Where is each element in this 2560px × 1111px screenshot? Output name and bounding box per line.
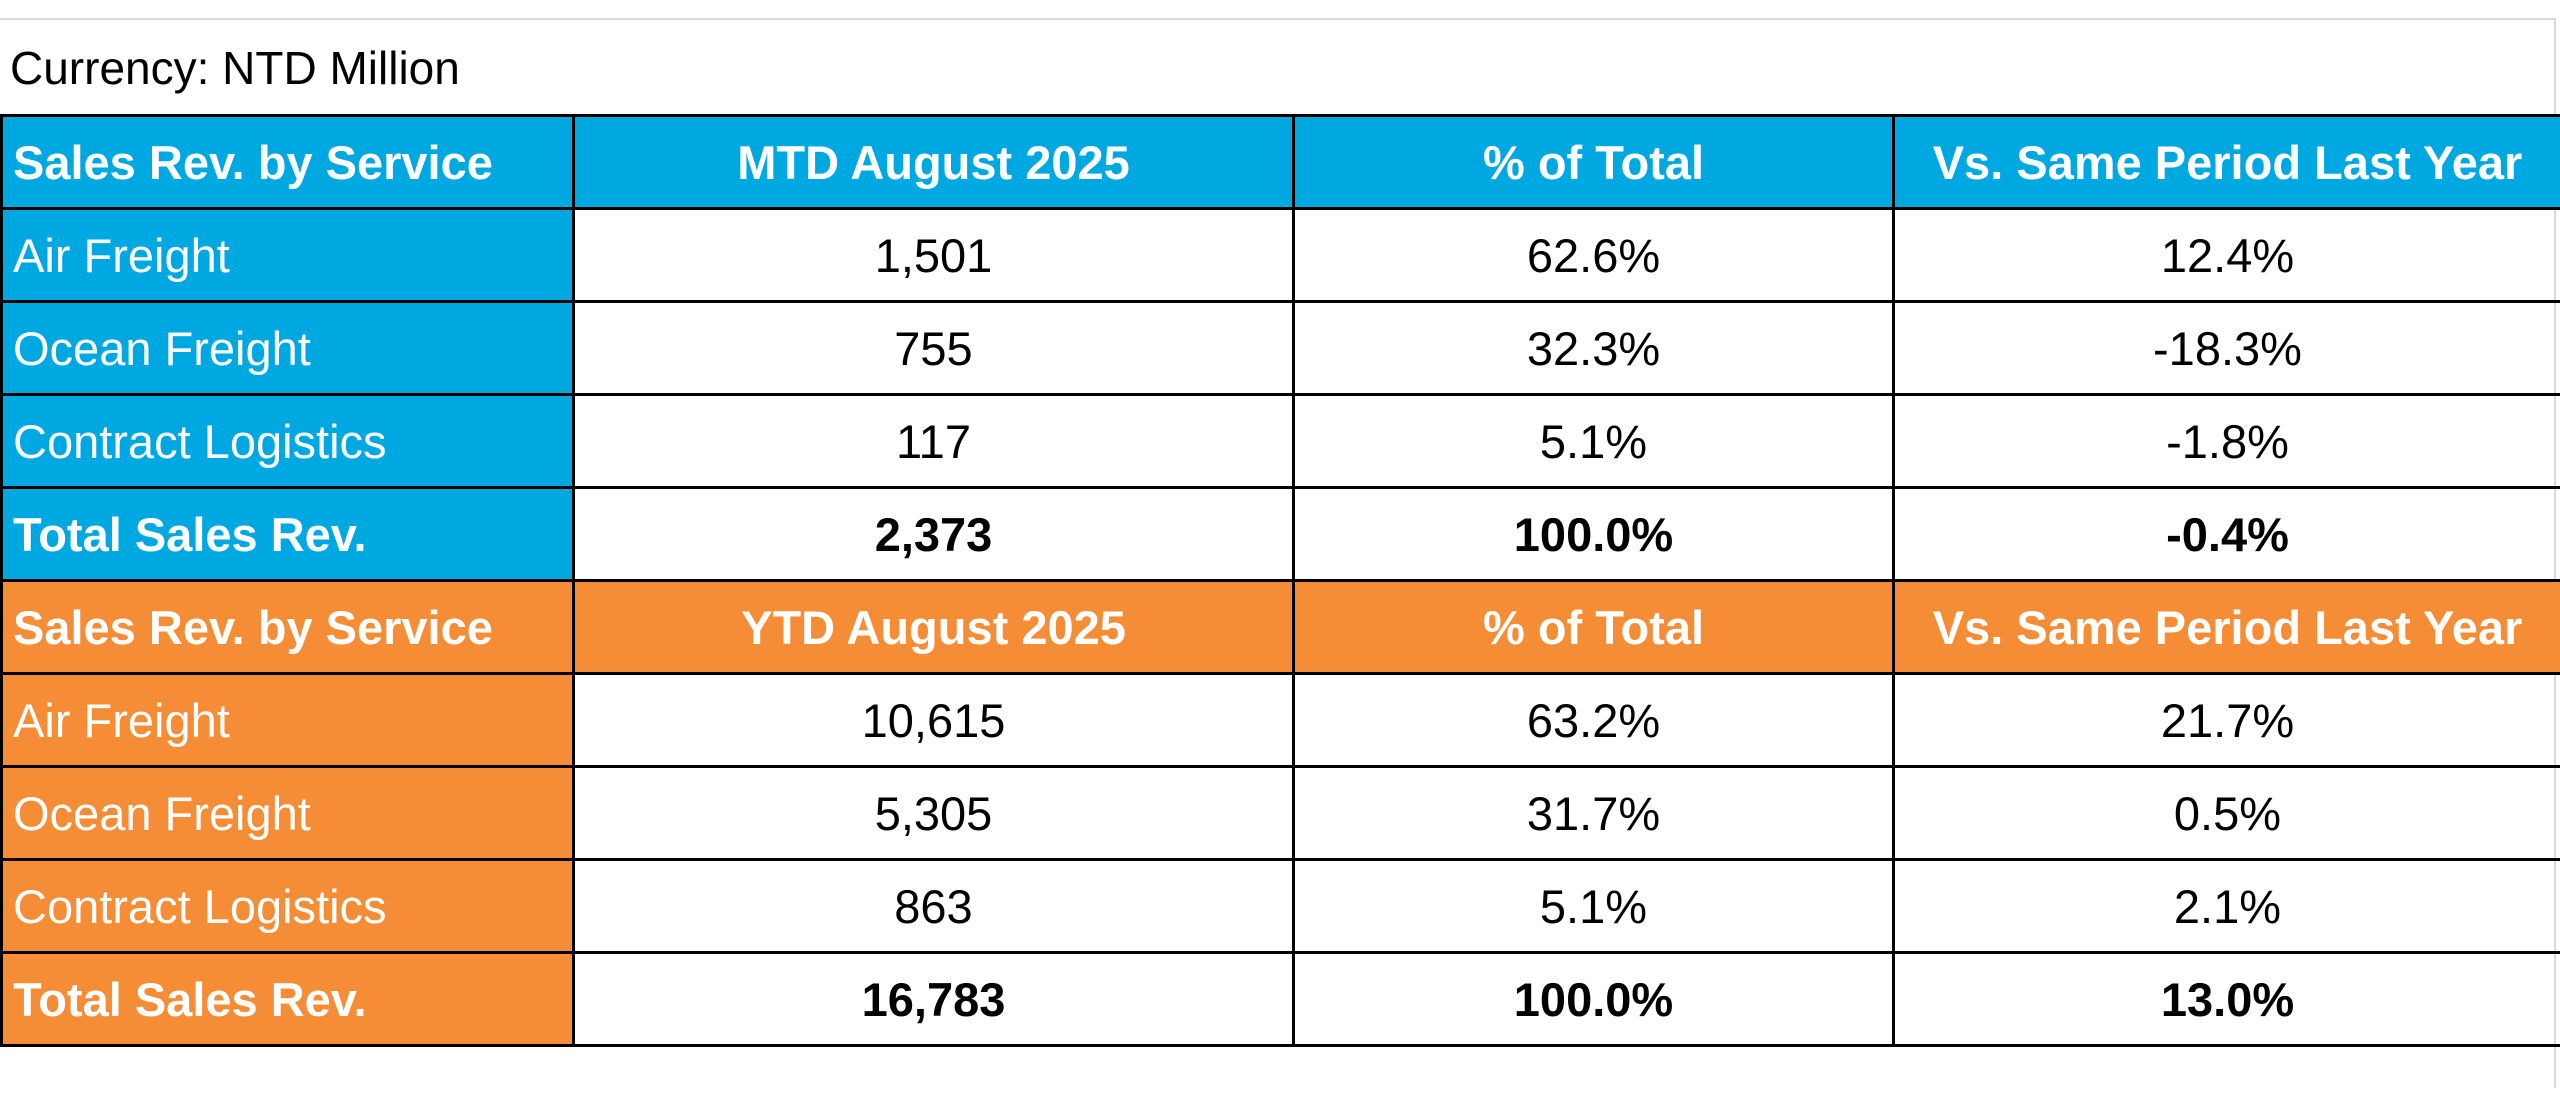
ytd-row-contract-logistics: Contract Logistics 863 5.1% 2.1% — [0, 858, 2560, 954]
mtd-header-row: Sales Rev. by Service MTD August 2025 % … — [0, 114, 2560, 210]
share-value: 62.6% — [1292, 207, 1895, 303]
yoy-value: 12.4% — [1892, 207, 2560, 303]
sales-revenue-table: Sales Rev. by Service MTD August 2025 % … — [0, 114, 2560, 1047]
ytd-header-row: Sales Rev. by Service YTD August 2025 % … — [0, 579, 2560, 675]
total-yoy-value: 13.0% — [1892, 951, 2560, 1047]
yoy-value: -1.8% — [1892, 393, 2560, 489]
ytd-header-share: % of Total — [1292, 579, 1895, 675]
total-revenue-value: 16,783 — [572, 951, 1295, 1047]
service-label: Ocean Freight — [0, 300, 575, 396]
service-label: Contract Logistics — [0, 858, 575, 954]
ytd-header-service: Sales Rev. by Service — [0, 579, 575, 675]
ytd-header-yoy: Vs. Same Period Last Year — [1892, 579, 2560, 675]
yoy-value: -18.3% — [1892, 300, 2560, 396]
mtd-row-ocean-freight: Ocean Freight 755 32.3% -18.3% — [0, 300, 2560, 396]
service-label: Ocean Freight — [0, 765, 575, 861]
service-label: Air Freight — [0, 672, 575, 768]
mtd-header-share: % of Total — [1292, 114, 1895, 210]
mtd-total-row: Total Sales Rev. 2,373 100.0% -0.4% — [0, 486, 2560, 582]
mtd-header-service: Sales Rev. by Service — [0, 114, 575, 210]
yoy-value: 2.1% — [1892, 858, 2560, 954]
share-value: 32.3% — [1292, 300, 1895, 396]
revenue-value: 863 — [572, 858, 1295, 954]
ytd-header-period: YTD August 2025 — [572, 579, 1295, 675]
share-value: 5.1% — [1292, 393, 1895, 489]
ytd-total-row: Total Sales Rev. 16,783 100.0% 13.0% — [0, 951, 2560, 1047]
yoy-value: 0.5% — [1892, 765, 2560, 861]
service-label: Contract Logistics — [0, 393, 575, 489]
ytd-row-ocean-freight: Ocean Freight 5,305 31.7% 0.5% — [0, 765, 2560, 861]
share-value: 5.1% — [1292, 858, 1895, 954]
yoy-value: 21.7% — [1892, 672, 2560, 768]
mtd-row-air-freight: Air Freight 1,501 62.6% 12.4% — [0, 207, 2560, 303]
total-share-value: 100.0% — [1292, 486, 1895, 582]
currency-caption: Currency: NTD Million — [10, 42, 460, 94]
service-label: Air Freight — [0, 207, 575, 303]
total-share-value: 100.0% — [1292, 951, 1895, 1047]
revenue-value: 1,501 — [572, 207, 1295, 303]
mtd-header-yoy: Vs. Same Period Last Year — [1892, 114, 2560, 210]
revenue-value: 5,305 — [572, 765, 1295, 861]
total-label: Total Sales Rev. — [0, 486, 575, 582]
mtd-header-period: MTD August 2025 — [572, 114, 1295, 210]
revenue-value: 10,615 — [572, 672, 1295, 768]
ytd-row-air-freight: Air Freight 10,615 63.2% 21.7% — [0, 672, 2560, 768]
total-label: Total Sales Rev. — [0, 951, 575, 1047]
total-revenue-value: 2,373 — [572, 486, 1295, 582]
share-value: 63.2% — [1292, 672, 1895, 768]
share-value: 31.7% — [1292, 765, 1895, 861]
revenue-value: 755 — [572, 300, 1295, 396]
total-yoy-value: -0.4% — [1892, 486, 2560, 582]
revenue-value: 117 — [572, 393, 1295, 489]
mtd-row-contract-logistics: Contract Logistics 117 5.1% -1.8% — [0, 393, 2560, 489]
